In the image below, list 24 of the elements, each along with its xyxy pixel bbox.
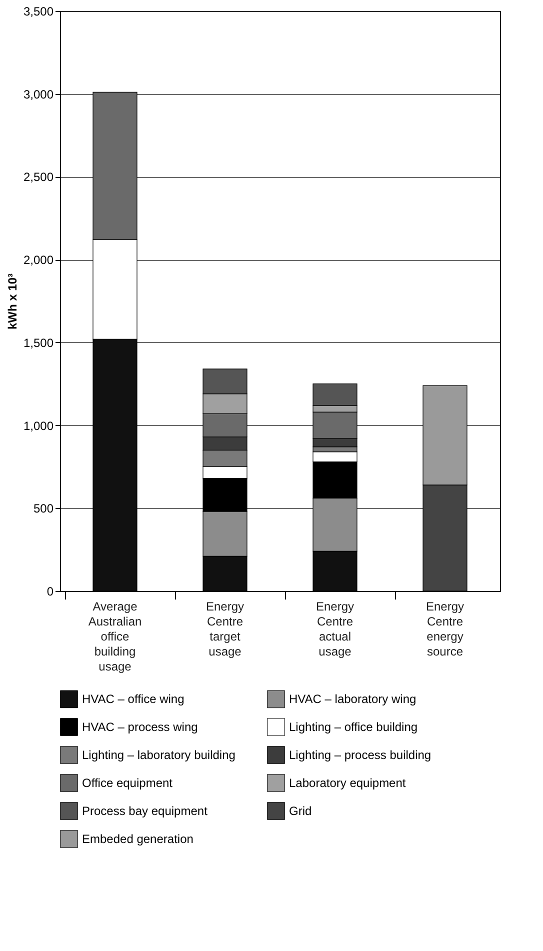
y-tick-label: 0 bbox=[46, 584, 54, 598]
y-tick-label: 3,000 bbox=[23, 87, 54, 102]
y-tick-label: 500 bbox=[33, 502, 54, 516]
legend-label: Lighting – laboratory building bbox=[82, 748, 236, 762]
x-tick-label: Average Australian office building usage bbox=[88, 600, 142, 674]
y-tick-label: 1,500 bbox=[23, 336, 54, 350]
legend-label: Lighting – process building bbox=[289, 748, 432, 762]
legend-label: Lighting – office building bbox=[289, 720, 418, 734]
legend-label: Office equipment bbox=[82, 776, 174, 790]
legend-label: Process bay equipment bbox=[82, 804, 208, 818]
legend-label: Embeded generation bbox=[82, 832, 194, 846]
legend-label: HVAC – laboratory wing bbox=[289, 692, 416, 706]
y-tick-label: 2,500 bbox=[23, 170, 54, 184]
x-tick-label: Energy Centre actual usage bbox=[316, 600, 354, 658]
y-tick-label: 2,000 bbox=[23, 253, 54, 268]
y-axis-title: kWh x 10³ bbox=[5, 273, 20, 330]
x-tick-label: Energy Centre energy source bbox=[426, 600, 464, 658]
legend-label: HVAC – process wing bbox=[82, 720, 198, 734]
legend-label: Grid bbox=[289, 804, 312, 818]
legend-label: Laboratory equipment bbox=[289, 776, 406, 790]
y-tick-label: 1,000 bbox=[23, 418, 54, 433]
y-tick-label: 3,500 bbox=[23, 4, 54, 18]
x-tick-label: Energy Centre target usage bbox=[206, 600, 244, 658]
legend-label: HVAC – office wing bbox=[82, 692, 184, 706]
